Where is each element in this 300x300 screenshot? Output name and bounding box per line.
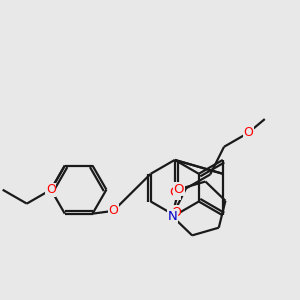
Text: O: O	[46, 183, 56, 196]
Text: O: O	[171, 206, 181, 219]
Text: O: O	[108, 204, 118, 218]
Text: O: O	[169, 186, 180, 199]
Text: N: N	[167, 210, 177, 223]
Text: O: O	[243, 126, 253, 140]
Text: O: O	[174, 183, 184, 196]
